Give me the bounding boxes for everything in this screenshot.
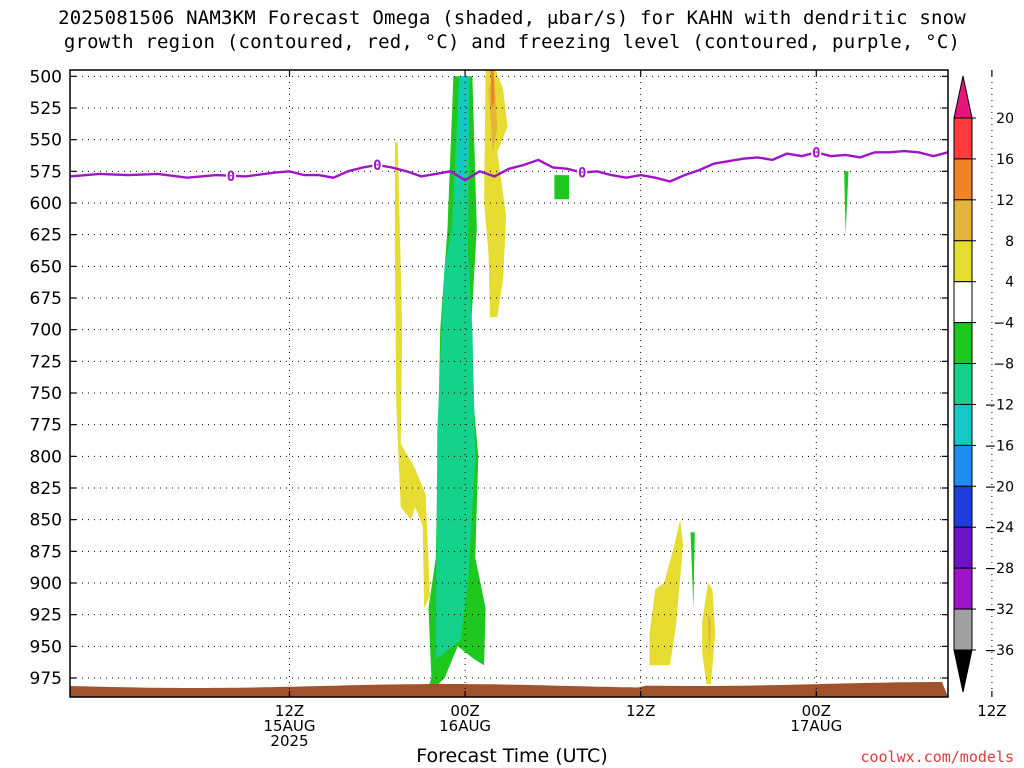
colorbar-tick-label: 8	[1005, 234, 1014, 250]
x-tick-label: 12Z	[626, 702, 655, 720]
x-tick-label: 12Z	[977, 702, 1006, 720]
colorbar-tick-label: −8	[993, 357, 1014, 373]
y-tick-label: 600	[30, 194, 62, 214]
colorbar-box	[953, 158, 973, 201]
x-axis-label: Forecast Time (UTC)	[416, 745, 608, 767]
x-tick-label: 00Z	[450, 702, 479, 720]
colorbar-tick-label: −24	[984, 520, 1014, 536]
colorbar-box	[953, 322, 973, 365]
colorbar-box	[953, 281, 973, 324]
colorbar-box	[953, 567, 973, 610]
colorbar-tick-label: −4	[993, 316, 1014, 332]
colorbar-box	[953, 363, 973, 405]
x-tick-label: 00Z	[802, 702, 831, 720]
colorbar-tick-label: 16	[996, 152, 1014, 168]
omega-region-7	[484, 70, 508, 317]
y-tick-label: 675	[30, 289, 62, 309]
y-tick-label: 550	[30, 131, 62, 151]
freezing-level-label-bg	[577, 165, 588, 180]
colorbar-box	[953, 485, 973, 528]
omega-region-10	[488, 76, 498, 153]
y-tick-label: 975	[30, 669, 62, 689]
freezing-level-label: 0	[373, 158, 381, 174]
y-tick-label: 700	[30, 321, 62, 341]
freezing-level-label: 0	[227, 169, 235, 185]
y-tick-label: 500	[30, 67, 62, 87]
colorbar-tick-label: 12	[996, 193, 1014, 209]
y-tick-label: 900	[30, 574, 62, 594]
x-tick-label: 2025	[270, 732, 308, 750]
x-tick-label: 15AUG	[264, 717, 316, 735]
colorbar-tick-label: −16	[984, 438, 1014, 454]
colorbar-tick-label: −12	[984, 397, 1014, 413]
colorbar-tick-label: −36	[984, 643, 1014, 659]
colorbar-tick-label: −20	[984, 479, 1014, 495]
y-tick-label: 825	[30, 479, 62, 499]
omega-region-3	[554, 175, 569, 200]
colorbar-tick-label: 20	[996, 111, 1014, 127]
y-tick-label: 925	[30, 606, 62, 626]
colorbar-box	[953, 608, 973, 651]
x-tick-label: 12Z	[275, 702, 304, 720]
omega-region-8	[649, 519, 684, 666]
freezing-level-label-bg	[811, 145, 822, 160]
colorbar-box	[953, 117, 973, 160]
y-tick-label: 650	[30, 257, 62, 277]
title-line-2: growth region (contoured, red, °C) and f…	[63, 31, 961, 53]
credit-text: coolwx.com/models	[860, 748, 1014, 766]
omega-region-12	[490, 70, 495, 108]
omega-region-1	[435, 76, 476, 660]
colorbar-bottom-arrow	[953, 649, 973, 693]
y-tick-label: 800	[30, 447, 62, 467]
y-tick-label: 625	[30, 226, 62, 246]
y-tick-label: 775	[30, 416, 62, 436]
freezing-level-label-bg	[225, 168, 236, 183]
y-tick-label: 575	[30, 162, 62, 182]
plot-frame	[69, 69, 949, 698]
colorbar-box	[953, 199, 973, 242]
freezing-level-label-bg	[372, 158, 383, 172]
y-tick-label: 750	[30, 384, 62, 404]
colorbar-box	[953, 240, 973, 283]
title-line-1: 2025081506 NAM3KM Forecast Omega (shaded…	[58, 7, 966, 29]
x-tick-label: 16AUG	[439, 717, 491, 735]
colorbar-tick-label: 4	[1005, 275, 1014, 291]
y-tick-label: 875	[30, 542, 62, 562]
chart-title: 2025081506 NAM3KM Forecast Omega (shaded…	[0, 6, 1024, 54]
freezing-level-label: 0	[578, 166, 586, 182]
y-tick-label: 525	[30, 99, 62, 119]
colorbar-box	[953, 403, 973, 446]
y-tick-label: 725	[30, 352, 62, 372]
colorbar-box	[953, 444, 973, 487]
y-tick-label: 950	[30, 637, 62, 657]
colorbar-tick-label: −32	[984, 602, 1014, 618]
omega-region-5	[844, 171, 849, 235]
freezing-level-line	[70, 149, 948, 183]
y-tick-label: 850	[30, 511, 62, 531]
omega-region-6	[394, 142, 430, 609]
colorbar-box	[953, 526, 973, 569]
colorbar-tick-label: −28	[984, 561, 1014, 577]
omega-region-11	[708, 614, 711, 659]
x-tick-label: 17AUG	[790, 717, 842, 735]
colorbar-top-arrow	[953, 75, 973, 119]
omega-region-4	[690, 532, 695, 609]
freezing-level-label: 0	[812, 145, 820, 161]
